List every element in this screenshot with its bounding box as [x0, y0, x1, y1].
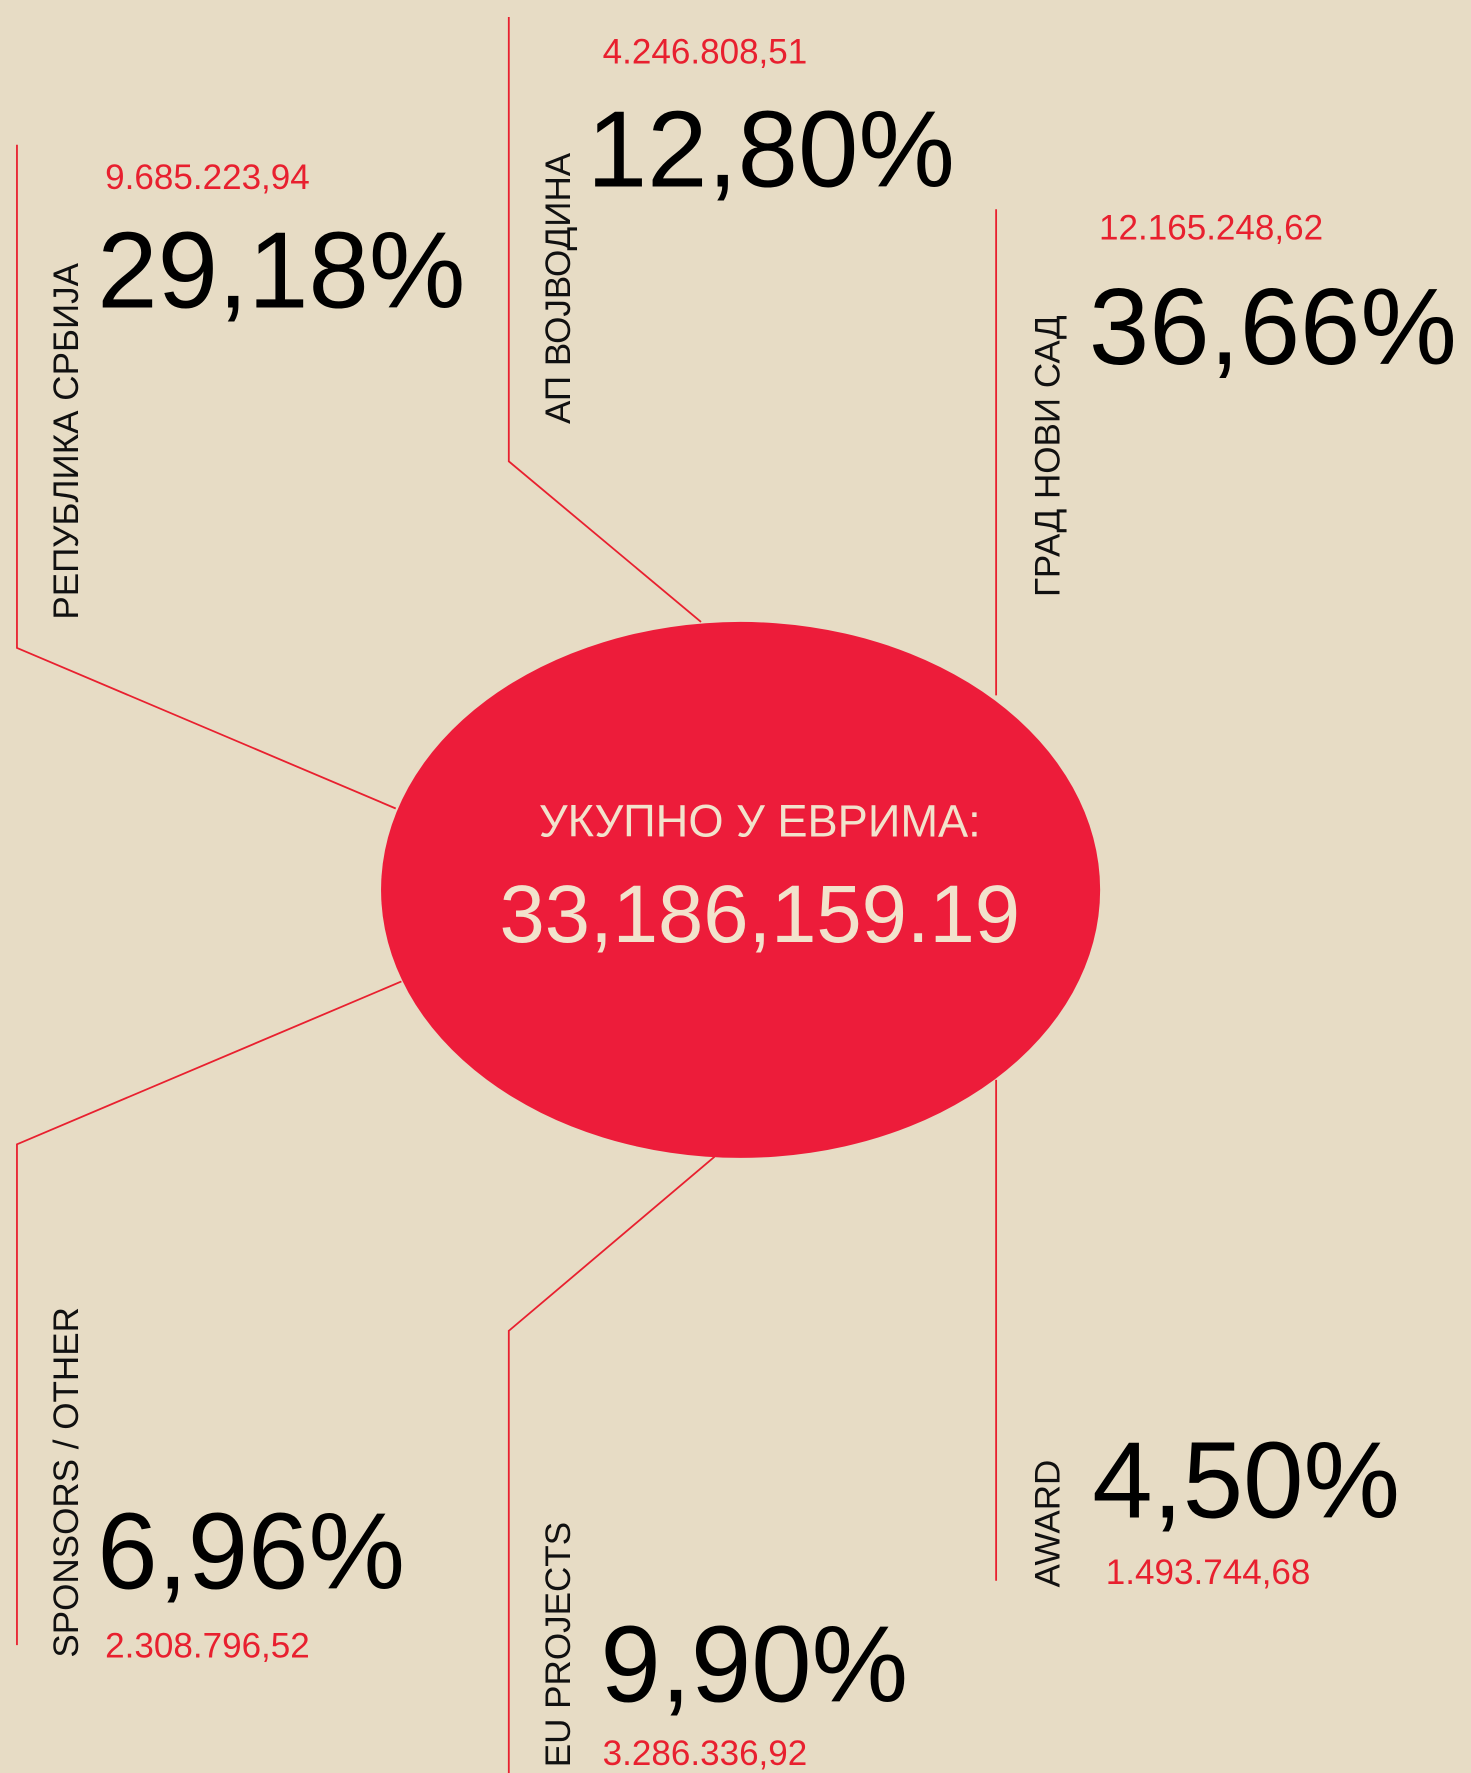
- item-amount: 9.685.223,94: [105, 158, 310, 197]
- item-percent: 4,50%: [1092, 1420, 1400, 1541]
- item-percent: 9,90%: [600, 1605, 908, 1726]
- item-amount: 2.308.796,52: [105, 1627, 310, 1666]
- item-amount: 3.286.336,92: [603, 1734, 808, 1773]
- item-percent: 29,18%: [97, 211, 465, 332]
- item-percent: 12,80%: [587, 90, 955, 211]
- item-label: SPONSORS / OTHER: [47, 1307, 86, 1658]
- connector: [507, 17, 702, 623]
- center-title: УКУПНО У ЕВРИМА:: [539, 796, 981, 847]
- item-label: EU PROJECTS: [539, 1522, 578, 1767]
- item-label: РЕПУБЛИКА СРБИЈА: [47, 262, 86, 619]
- item-amount: 12.165.248,62: [1099, 209, 1323, 248]
- connector: [507, 1156, 716, 1773]
- item-percent: 6,96%: [97, 1492, 405, 1613]
- item-label: АП ВОЈВОДИНА: [539, 152, 578, 424]
- item-label: AWARD: [1028, 1460, 1067, 1588]
- item-amount: 4.246.808,51: [603, 32, 808, 71]
- item-label: ГРАД НОВИ САД: [1028, 315, 1067, 597]
- center-ellipse: [381, 621, 1101, 1158]
- connector: [16, 980, 402, 1646]
- item-amount: 1.493.744,68: [1106, 1553, 1311, 1592]
- connector: [16, 144, 397, 810]
- center-total: 33,186,159.19: [500, 869, 1021, 960]
- item-percent: 36,66%: [1089, 267, 1457, 388]
